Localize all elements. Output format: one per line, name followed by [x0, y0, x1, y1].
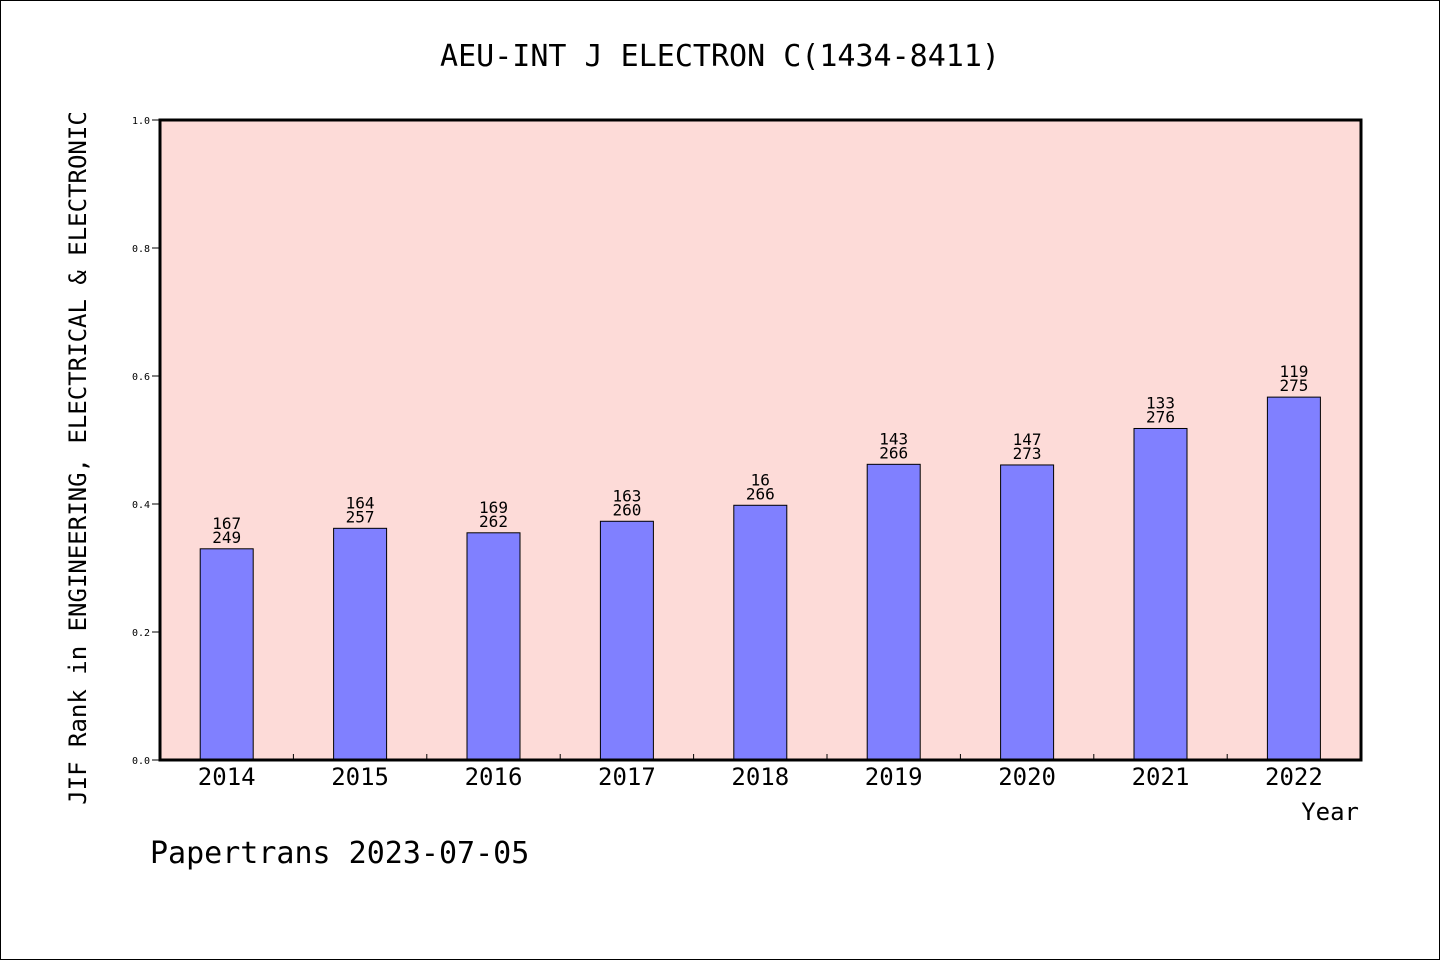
- data-label-rank: 133: [1146, 393, 1175, 412]
- data-label-rank: 147: [1013, 430, 1042, 449]
- footer-credit: Papertrans 2023-07-05: [150, 836, 529, 871]
- bar-2014: [199, 548, 254, 761]
- x-tick-label: 2018: [731, 763, 789, 791]
- x-tick-label: 2021: [1132, 763, 1190, 791]
- x-axis-label: Year: [1301, 798, 1359, 826]
- data-label-total: 260: [612, 500, 641, 519]
- chart-title: AEU-INT J ELECTRON C(1434-8411): [440, 39, 1000, 74]
- x-tick-label: 2022: [1265, 763, 1323, 791]
- data-label-rank: 143: [879, 429, 908, 448]
- data-label-total: 249: [212, 528, 241, 547]
- data-label-rank: 169: [479, 498, 508, 517]
- x-tick-label: 2020: [998, 763, 1056, 791]
- y-tick-label: 0.8: [132, 244, 150, 255]
- x-tick-label: 2017: [598, 763, 656, 791]
- y-tick-label: 0.4: [132, 500, 150, 511]
- y-tick-label: 0.6: [132, 372, 150, 383]
- y-tick-label: 1.0: [132, 116, 150, 127]
- x-tick-label: 2019: [865, 763, 923, 791]
- bar-2018: [733, 504, 788, 761]
- bar-2017: [599, 520, 654, 761]
- y-tick-label: 0.0: [132, 756, 150, 767]
- y-axis-label: JIF Rank in ENGINEERING, ELECTRICAL & EL…: [64, 111, 92, 805]
- bar-2019: [866, 463, 921, 761]
- x-tick-label: 2016: [465, 763, 523, 791]
- bar-2022: [1266, 396, 1321, 761]
- y-tick-label: 0.2: [132, 628, 150, 639]
- data-label-rank: 16: [751, 470, 770, 489]
- data-label-rank: 164: [346, 493, 375, 512]
- data-label-total: 266: [879, 443, 908, 462]
- bar-2021: [1133, 427, 1188, 761]
- data-label-rank: 163: [612, 486, 641, 505]
- bar-2016: [466, 532, 521, 761]
- data-label-total: 275: [1279, 376, 1308, 395]
- x-tick-label: 2014: [198, 763, 256, 791]
- data-label-rank: 167: [212, 514, 241, 533]
- bar-2015: [333, 527, 388, 761]
- data-label-rank: 119: [1279, 362, 1308, 381]
- x-tick-label: 2015: [331, 763, 389, 791]
- data-label-total: 262: [479, 512, 508, 531]
- data-label-total: 257: [346, 507, 375, 526]
- bar-2020: [1000, 464, 1055, 761]
- data-label-total: 266: [746, 484, 775, 503]
- data-label-total: 276: [1146, 407, 1175, 426]
- data-label-total: 273: [1013, 444, 1042, 463]
- plot-border: [158, 118, 1363, 762]
